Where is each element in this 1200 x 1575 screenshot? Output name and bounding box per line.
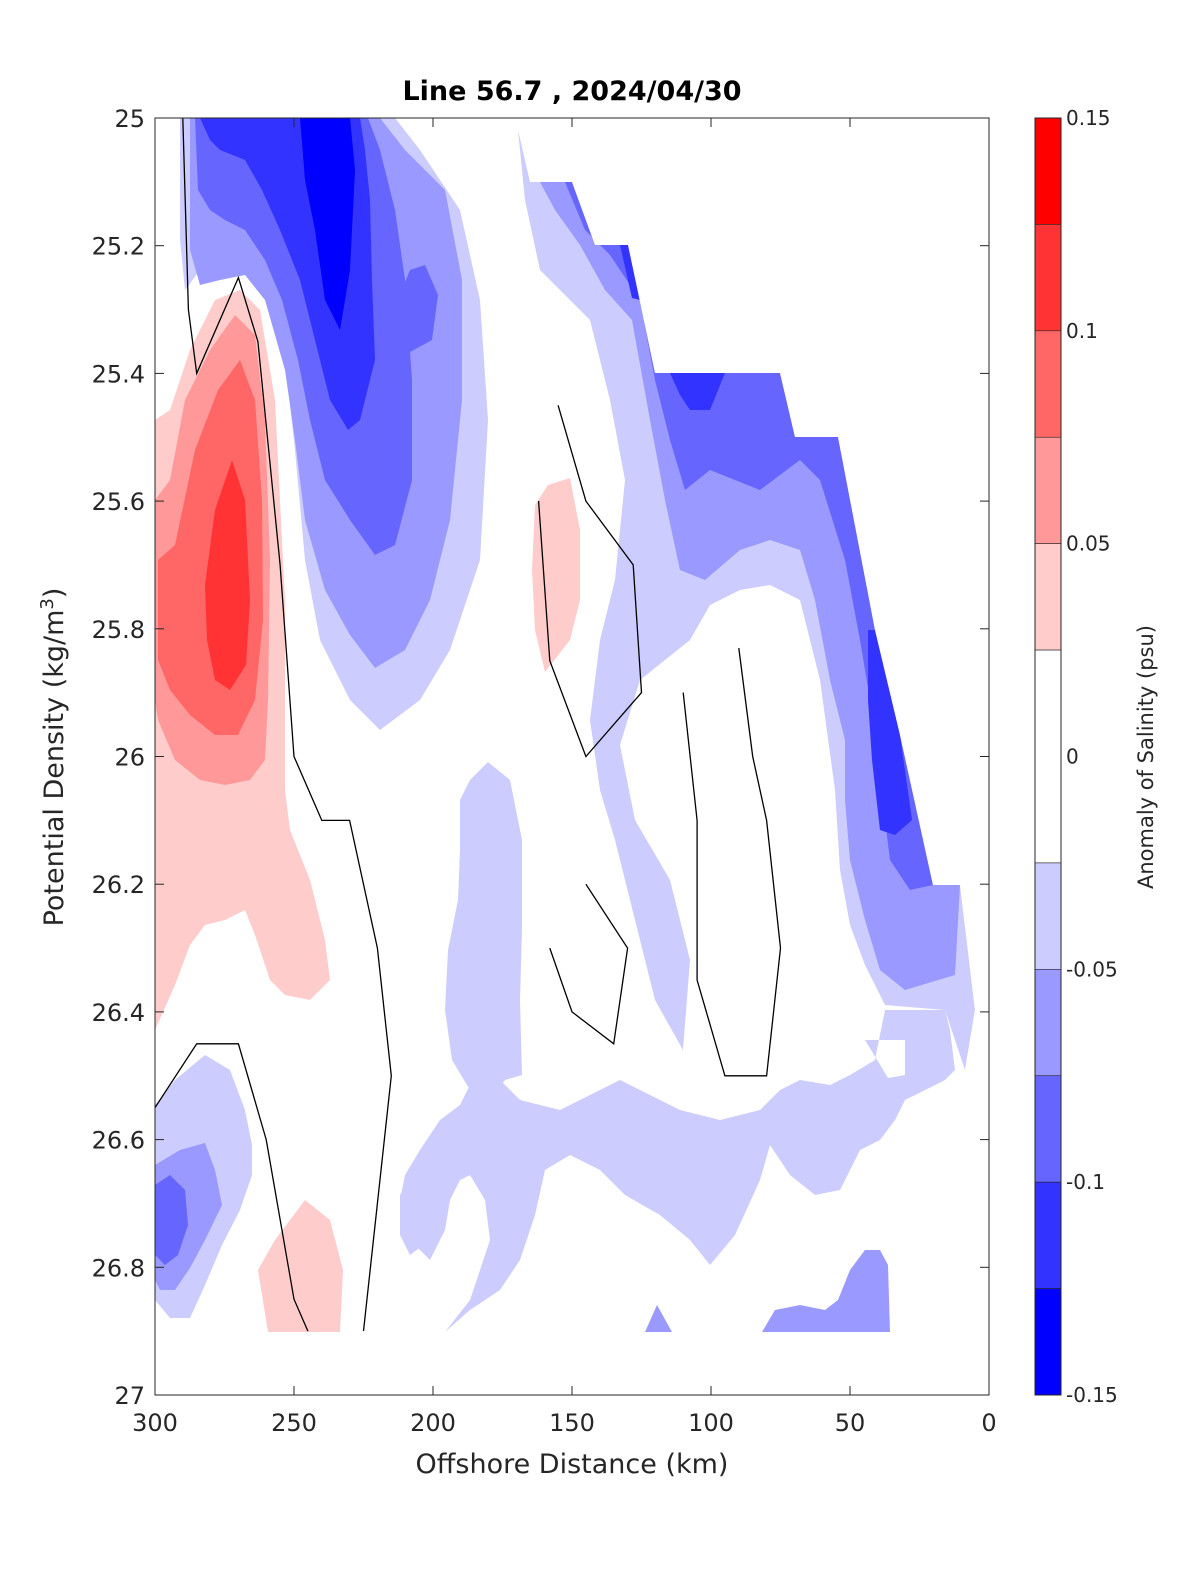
colorbar-swatch xyxy=(1034,436,1062,544)
colorbar-label: Anomaly of Salinity (psu) xyxy=(1134,625,1158,889)
fill-negative-mid-column xyxy=(445,762,522,1105)
colorbar-swatch xyxy=(1034,543,1062,651)
colorbar-swatch xyxy=(1034,1075,1062,1183)
colorbar: 0.15 0.1 0.05 0 -0.05 -0.1 -0.15 xyxy=(1034,106,1118,1407)
fill-positive-mid-offshore xyxy=(532,478,580,672)
x-axis-ticks: 300 250 200 150 100 50 0 xyxy=(132,118,997,1437)
fill-negative-core xyxy=(300,118,355,330)
x-tick-label: 50 xyxy=(835,1409,866,1437)
y-tick-label: 26 xyxy=(114,744,145,772)
zero-contour-layer xyxy=(155,118,782,1332)
x-tick-label: 300 xyxy=(132,1409,178,1437)
x-tick-label: 200 xyxy=(410,1409,456,1437)
x-axis-label: Offshore Distance (km) xyxy=(416,1449,729,1480)
y-axis-ticks: 25 25.2 25.4 25.6 25.8 26 26.2 26.4 26.6 26.8 27 xyxy=(92,105,989,1410)
colorbar-swatch xyxy=(1034,1288,1062,1396)
y-axis-label-close: ) xyxy=(39,588,70,599)
y-tick-label: 27 xyxy=(114,1382,145,1410)
no-data-mask xyxy=(155,118,989,1395)
y-tick-label: 25.2 xyxy=(92,233,145,261)
zero-contour-3 xyxy=(682,647,782,1077)
colorbar-tick-label: 0 xyxy=(1066,745,1079,769)
zero-contour-2 xyxy=(537,405,643,758)
x-tick-label: 250 xyxy=(271,1409,317,1437)
colorbar-swatch xyxy=(1034,1181,1062,1289)
colorbar-tick-label: -0.05 xyxy=(1066,957,1118,981)
fill-negative-nearshore-band-4 xyxy=(620,245,912,835)
fill-positive-bottom xyxy=(258,1200,343,1332)
y-axis-label: Potential Density (kg/m3) xyxy=(37,588,71,927)
y-tick-label: 26.6 xyxy=(92,1127,145,1155)
zero-contour-1 xyxy=(182,118,392,1332)
y-tick-label: 26.2 xyxy=(92,871,145,899)
y-tick-label: 25.4 xyxy=(92,360,145,388)
colorbar-swatch xyxy=(1034,969,1062,1077)
y-axis-label-main: Potential Density (kg/m xyxy=(39,610,70,927)
fill-negative-bottom-left-band-3 xyxy=(155,1175,188,1265)
x-tick-label: 150 xyxy=(549,1409,595,1437)
colorbar-tick-label: 0.05 xyxy=(1066,532,1111,556)
x-tick-label: 100 xyxy=(688,1409,734,1437)
y-tick-label: 25.8 xyxy=(92,616,145,644)
y-tick-label: 25 xyxy=(114,105,145,133)
y-tick-label: 25.6 xyxy=(92,488,145,516)
fill-negative-small-blob xyxy=(400,1172,448,1255)
fill-negative-deep-pocket xyxy=(645,1250,890,1332)
colorbar-tick-label: -0.1 xyxy=(1066,1170,1105,1194)
fill-negative-nearshore-band-2 xyxy=(540,182,960,990)
fill-negative-pocket xyxy=(398,265,438,352)
colorbar-tick-label: 0.15 xyxy=(1066,106,1111,130)
chart-title: Line 56.7 , 2024/04/30 xyxy=(402,76,741,107)
y-tick-label: 26.8 xyxy=(92,1254,145,1282)
colorbar-swatch xyxy=(1034,330,1062,438)
colorbar-swatch xyxy=(1034,649,1062,864)
fill-negative-deep-nearshore xyxy=(400,1010,955,1332)
colorbar-frame xyxy=(1034,117,1062,1396)
zero-contour-5 xyxy=(155,1043,309,1332)
zero-contour-4 xyxy=(549,883,629,1045)
colorbar-tick-label: 0.1 xyxy=(1066,319,1098,343)
colorbar-swatch xyxy=(1034,862,1062,970)
colorbar-tick-label: -0.15 xyxy=(1066,1383,1118,1407)
y-axis-label-superscript: 3 xyxy=(37,598,58,609)
colorbar-swatch xyxy=(1034,117,1062,225)
colorbar-swatch xyxy=(1034,224,1062,332)
y-tick-label: 26.4 xyxy=(92,999,145,1027)
contour-fill-layer xyxy=(155,118,989,1395)
fill-positive-stronger xyxy=(205,460,250,690)
x-tick-label: 0 xyxy=(981,1409,996,1437)
